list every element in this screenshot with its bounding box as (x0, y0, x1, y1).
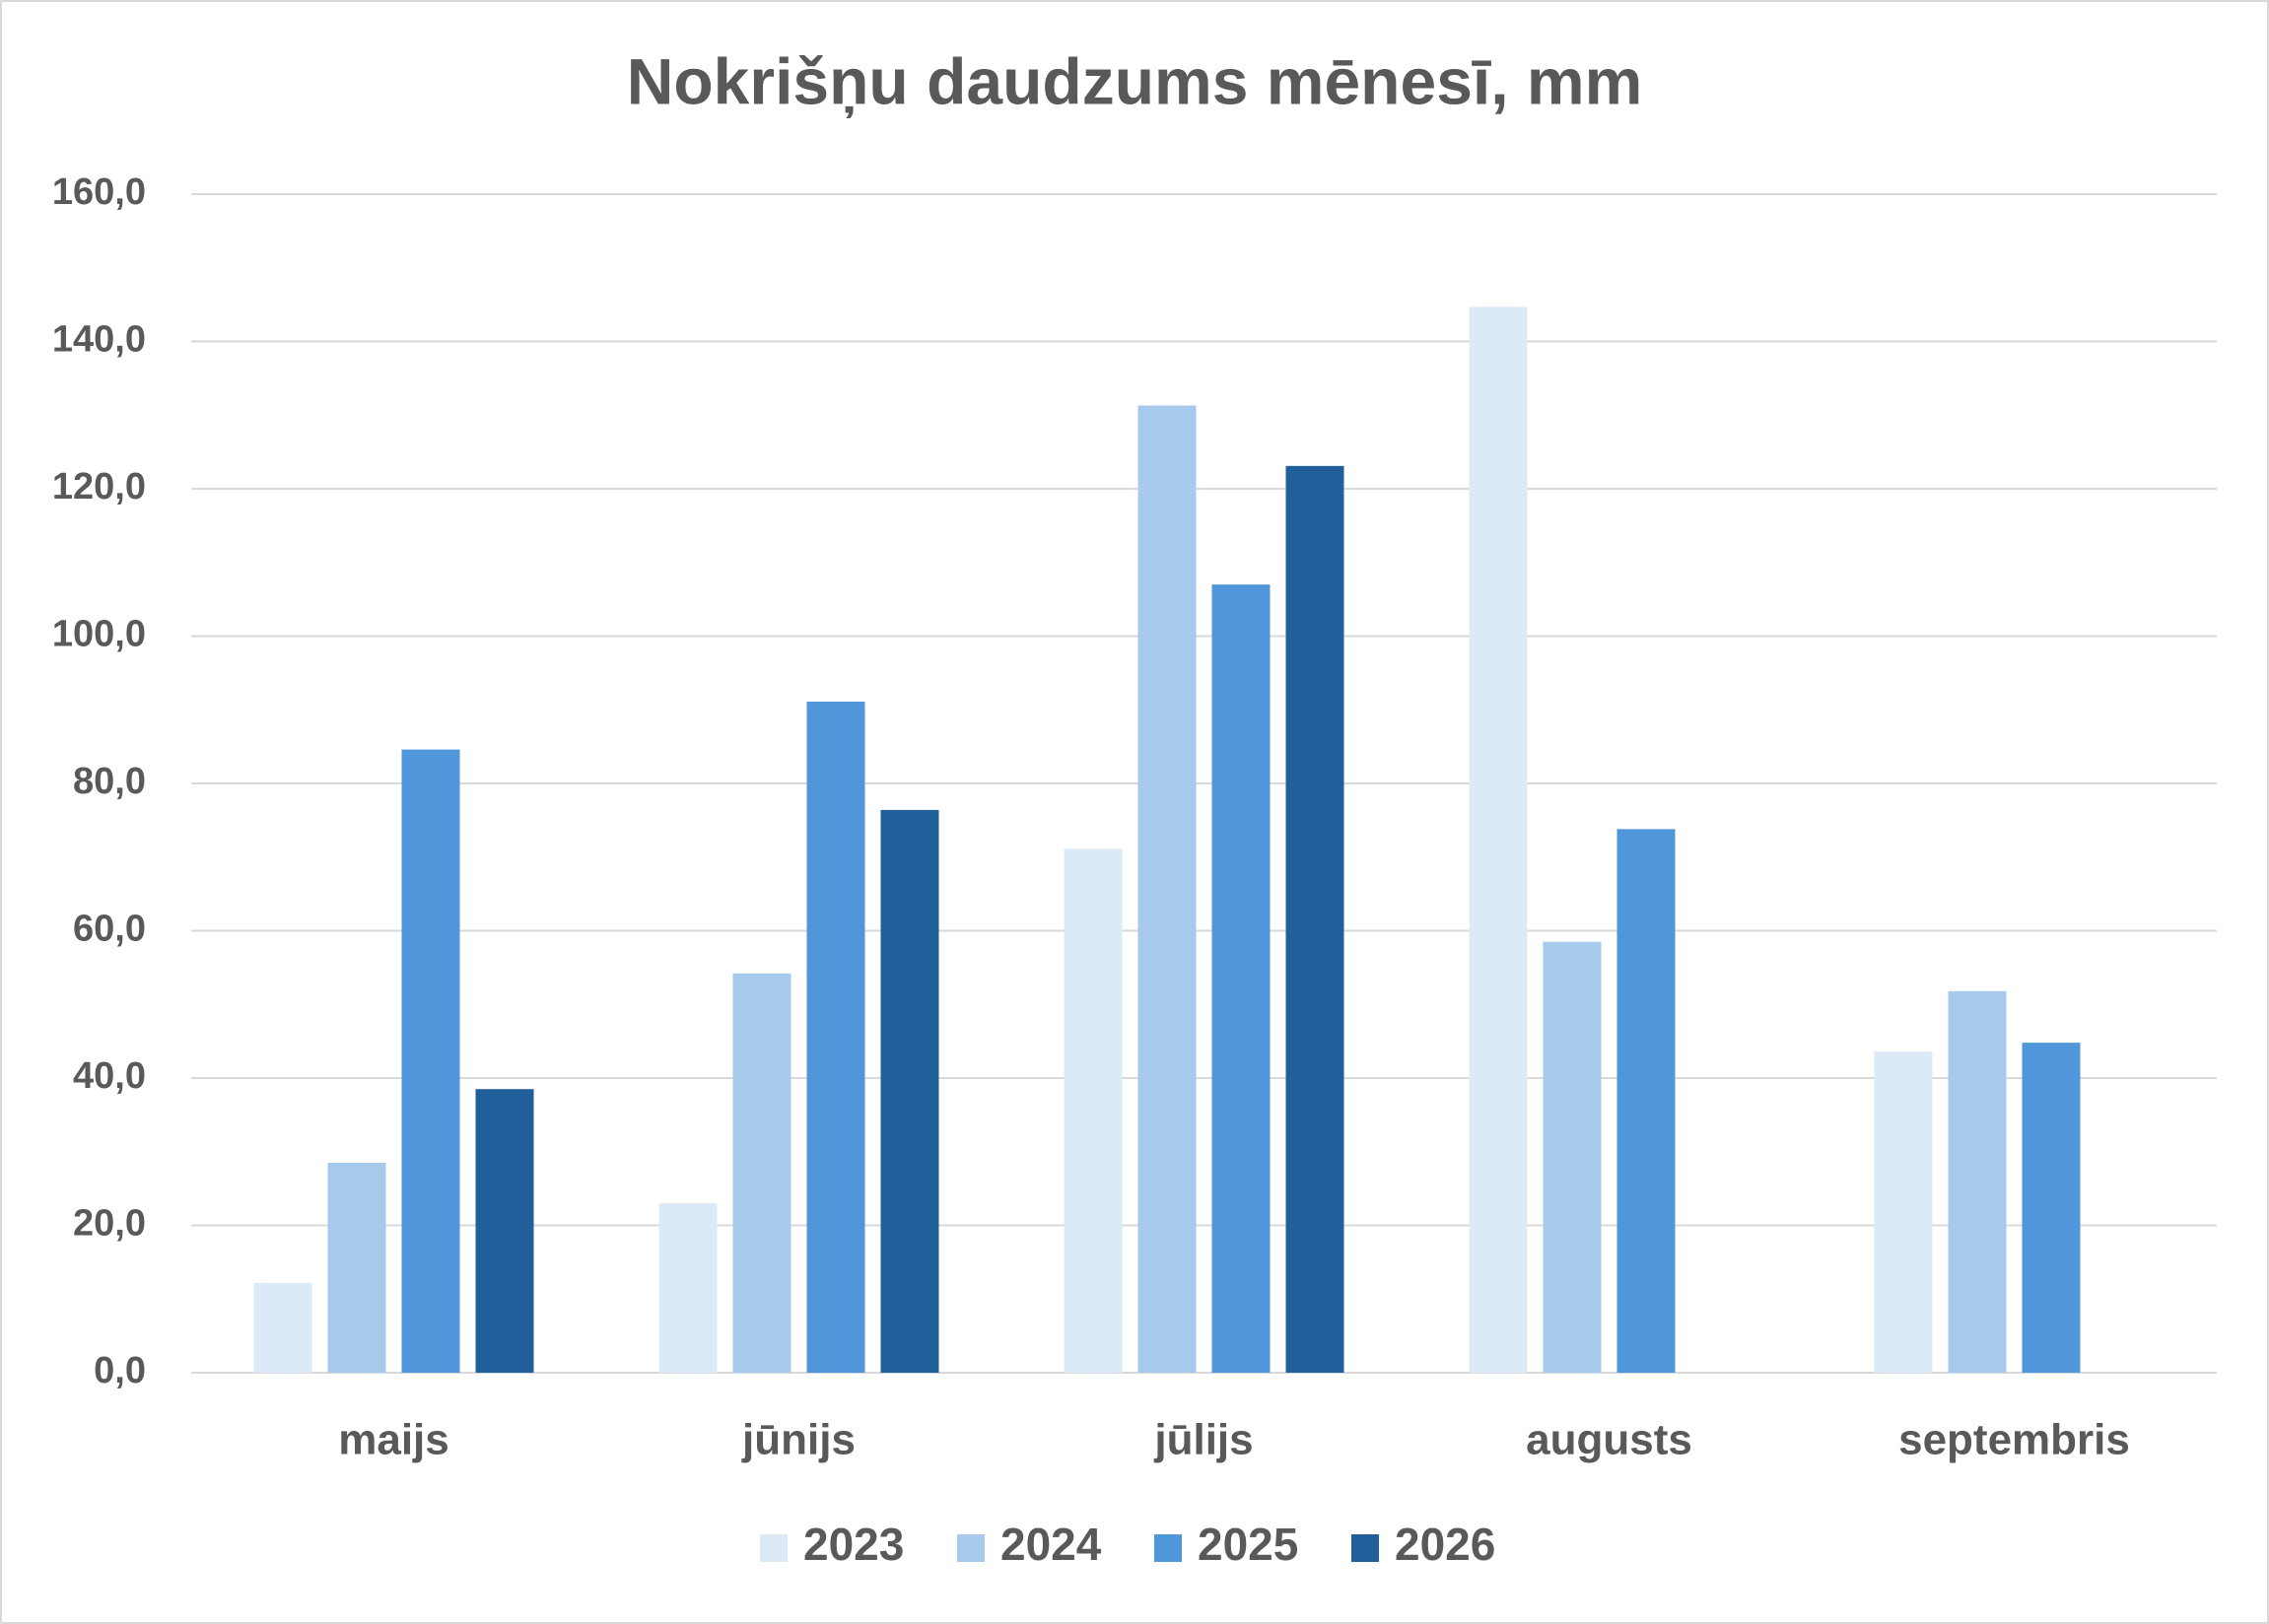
bar (401, 749, 460, 1373)
bar (475, 1089, 534, 1373)
y-tick-label: 160,0 (52, 171, 146, 213)
x-tick-label: maijs (338, 1416, 449, 1464)
bar (1137, 405, 1197, 1374)
legend-swatch (1154, 1534, 1182, 1562)
bar (732, 973, 791, 1373)
bar (327, 1162, 386, 1373)
bar (1616, 829, 1676, 1373)
y-tick-label: 40,0 (73, 1055, 146, 1097)
y-tick-label: 20,0 (73, 1203, 146, 1245)
x-tick-label: jūlijs (1153, 1416, 1253, 1464)
bar (1469, 306, 1528, 1374)
bar (1064, 848, 1123, 1373)
y-tick-label: 80,0 (73, 761, 146, 802)
bar (880, 809, 939, 1373)
y-tick-label: 100,0 (52, 614, 146, 655)
bar (1211, 584, 1271, 1373)
legend-swatch (760, 1534, 788, 1562)
bar (1285, 465, 1344, 1373)
bar (2022, 1043, 2081, 1373)
chart-title: Nokrišņu daudzums mēnesī, mm (627, 44, 1643, 118)
x-tick-label: jūnijs (741, 1416, 856, 1464)
legend-label: 2026 (1395, 1519, 1495, 1570)
legend-swatch (1351, 1534, 1379, 1562)
x-tick-label: augusts (1526, 1416, 1692, 1464)
y-tick-label: 0,0 (94, 1350, 146, 1391)
y-tick-label: 120,0 (52, 466, 146, 508)
x-tick-label: septembris (1898, 1416, 2130, 1464)
y-tick-label: 140,0 (52, 319, 146, 361)
y-tick-label: 60,0 (73, 909, 146, 950)
legend-label: 2025 (1198, 1519, 1298, 1570)
bar (1543, 941, 1602, 1373)
bar (1874, 1051, 1933, 1373)
legend-label: 2023 (803, 1519, 904, 1570)
bar (1948, 990, 2007, 1373)
bar (253, 1282, 312, 1373)
bar (806, 702, 865, 1373)
legend-swatch (957, 1534, 985, 1562)
bar (658, 1203, 718, 1373)
legend-label: 2024 (1000, 1519, 1102, 1570)
